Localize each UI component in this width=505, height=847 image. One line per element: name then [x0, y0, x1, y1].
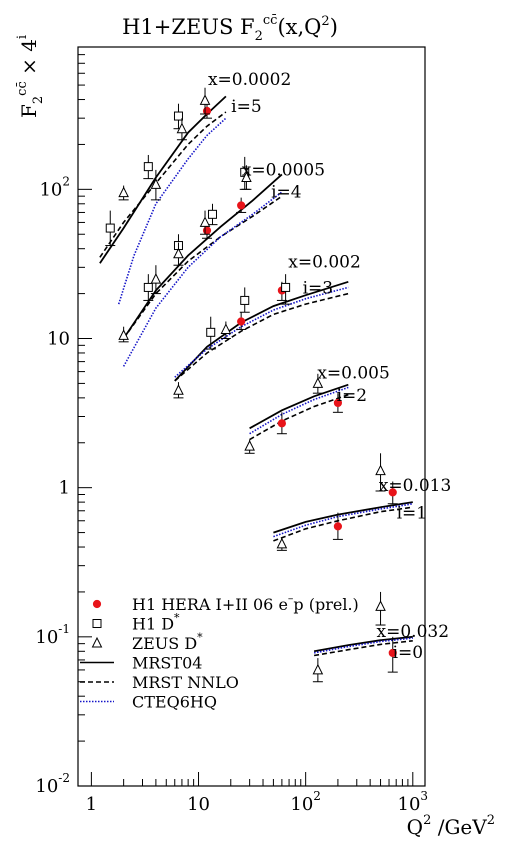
- data-point-triangle: [276, 537, 288, 549]
- data-point-triangle: [220, 323, 232, 334]
- curve-cteq6hq: [313, 637, 413, 654]
- bin-i-label: i=2: [337, 386, 368, 406]
- curve-mrst04: [174, 280, 349, 382]
- y-axis-label-text: F2cc̄ × 4i: [15, 35, 46, 118]
- data-point-triangle: [118, 186, 129, 198]
- x-tick-label: 10: [187, 794, 210, 815]
- curve-mrst04: [122, 173, 283, 340]
- curve-cteq6hq: [117, 117, 227, 305]
- plot-area-border: [77, 46, 426, 787]
- data-point-circle: [202, 226, 212, 235]
- legend-label: ZEUS D*: [132, 631, 203, 653]
- plot-frame: [77, 46, 426, 787]
- curve-mrst-nnlo: [249, 393, 349, 441]
- chart-title: H1+ZEUS F2cc̄(x,Q2): [122, 13, 338, 44]
- y-tick-label: 10-2: [35, 771, 70, 797]
- x-axis-label-text: Q2 /GeV2: [407, 813, 495, 839]
- bin-i-label: i=4: [271, 183, 302, 203]
- legend-item: ZEUS D*: [91, 631, 203, 653]
- data-point-triangle: [173, 247, 184, 259]
- data-point-circle: [388, 648, 397, 658]
- legend-item: H1 D*: [92, 612, 180, 634]
- curve-cteq6hq: [122, 191, 283, 367]
- data-point-square: [207, 209, 217, 219]
- bin-i-label: i=0: [393, 643, 424, 663]
- legend-item: MRST04: [80, 654, 202, 673]
- curve-mrst-nnlo: [174, 292, 349, 382]
- data-point-triangle: [241, 171, 252, 183]
- legend-label: CTEQ6HQ: [132, 693, 217, 712]
- data-point-circle: [333, 522, 343, 531]
- bin-i-label: i=1: [397, 504, 428, 524]
- bin-i-label: i=5: [231, 97, 262, 117]
- y-tick-label: 1: [59, 478, 70, 499]
- legend-label: H1 D*: [132, 612, 180, 634]
- bin-x-label: x=0.005: [317, 363, 390, 383]
- bin-x-label: x=0.0005: [242, 160, 325, 180]
- legend-label: MRST04: [132, 654, 202, 673]
- data-point-circle: [333, 398, 343, 408]
- chart-title-text: H1+ZEUS F2cc̄(x,Q2): [122, 13, 338, 44]
- data-point-circle: [277, 419, 286, 428]
- data-point-triangle: [176, 122, 188, 134]
- curve-mrst04: [273, 501, 413, 534]
- legend-marker-circle: [92, 599, 102, 609]
- curve-mrst04: [313, 635, 413, 653]
- data-point-square: [281, 282, 291, 292]
- data-point-triangle: [199, 94, 211, 105]
- bin-i-label: i=3: [303, 279, 334, 299]
- legend-item: MRST NNLO: [80, 673, 239, 692]
- data-point-circle: [388, 488, 397, 497]
- data-point-square: [143, 162, 153, 172]
- legend-label: MRST NNLO: [132, 673, 239, 692]
- data-point-triangle: [150, 178, 162, 189]
- curve-mrst-nnlo: [273, 506, 413, 542]
- data-point-square: [240, 295, 250, 305]
- legend-item: H1 HERA I+II 06 e–p (prel.): [92, 592, 359, 614]
- data-point-triangle: [312, 663, 324, 675]
- data-point-triangle: [244, 439, 255, 451]
- x-tick-label: 1: [86, 794, 97, 815]
- bin-x-label: x=0.0002: [208, 70, 291, 90]
- legend-label: H1 HERA I+II 06 e–p (prel.): [132, 592, 359, 614]
- x-tick-label: 103: [398, 789, 429, 815]
- x-axis-label: Q2 /GeV2: [407, 813, 495, 839]
- data-point-triangle: [150, 273, 162, 284]
- data-point-triangle: [118, 329, 129, 340]
- y-tick-label: 10-1: [35, 622, 70, 648]
- bin-x-label: x=0.032: [377, 622, 450, 642]
- legend-marker-triangle: [91, 636, 103, 648]
- y-tick-label: 10: [47, 329, 70, 350]
- bin-labels: x=0.0002 i=5 x=0.0005 i=4 x=0.002 i=3 x=0.005 i…: [208, 70, 451, 663]
- data-point-square: [143, 282, 153, 292]
- data-point-triangle: [312, 377, 324, 388]
- theory-curves: [99, 95, 413, 657]
- legend-marker-square: [92, 619, 102, 628]
- data-point-circle: [237, 201, 246, 210]
- legend: H1 HERA I+II 06 e–p (prel.)H1 D*ZEUS D*M…: [80, 592, 359, 712]
- curve-cteq6hq: [249, 386, 349, 435]
- data-point-triangle: [199, 216, 211, 227]
- legend-item: CTEQ6HQ: [80, 693, 217, 712]
- curve-mrst-nnlo: [122, 195, 283, 339]
- y-tick-label: 102: [39, 174, 70, 200]
- data-points: [105, 87, 398, 683]
- bin-x-label: x=0.013: [379, 476, 452, 496]
- curve-mrst-nnlo: [99, 111, 227, 258]
- curve-mrst04: [249, 383, 349, 430]
- data-point-square: [206, 327, 216, 337]
- data-point-square: [173, 111, 183, 121]
- data-point-triangle: [173, 384, 184, 395]
- data-point-circle: [237, 317, 246, 326]
- axis-ticks: 1 10 102 103 10-2 10-1 1 10 102: [35, 46, 429, 815]
- curve-mrst-nnlo: [313, 640, 413, 657]
- data-point-triangle: [375, 600, 386, 611]
- data-point-square: [105, 223, 115, 233]
- bin-x-label: x=0.002: [288, 252, 361, 272]
- x-tick-label: 102: [290, 789, 321, 815]
- data-point-triangle: [375, 464, 386, 476]
- y-axis-label: F2cc̄ × 4i: [15, 35, 46, 118]
